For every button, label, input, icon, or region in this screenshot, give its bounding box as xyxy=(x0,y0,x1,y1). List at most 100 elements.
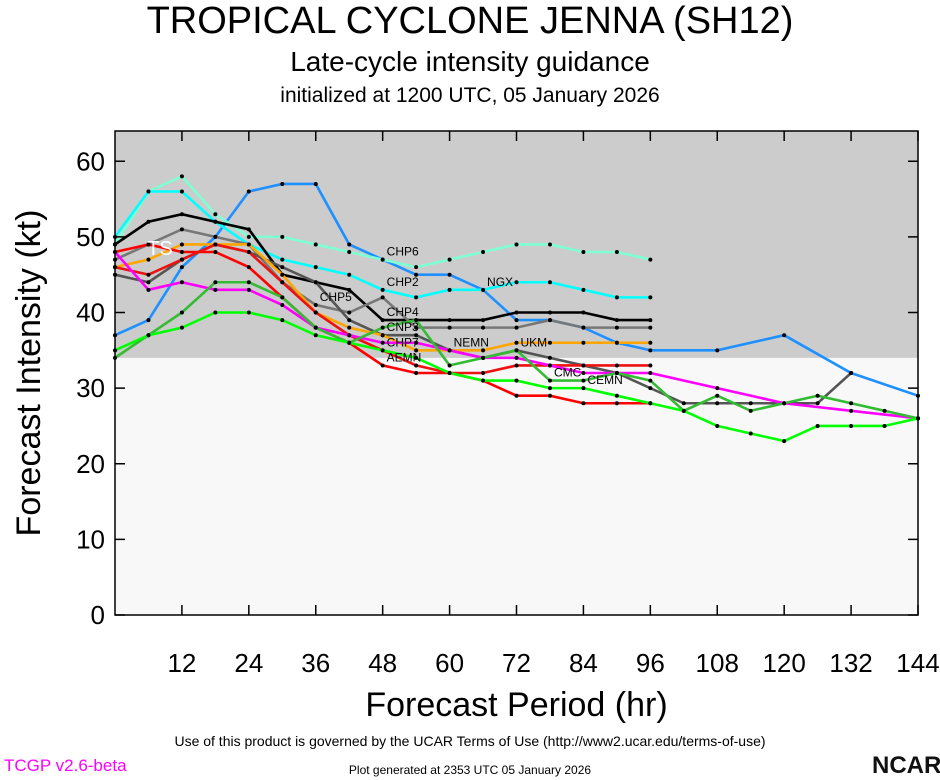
y-tick-label: 60 xyxy=(76,146,105,176)
chart-subtitle: Late-cycle intensity guidance xyxy=(290,46,650,77)
series-label: CHP7 xyxy=(387,335,419,349)
init-time: initialized at 1200 UTC, 05 January 2026 xyxy=(280,84,660,107)
data-point xyxy=(849,423,854,428)
version-label: TCGP v2.6-beta xyxy=(4,756,127,775)
data-point xyxy=(380,295,385,300)
data-point xyxy=(146,242,151,247)
data-point xyxy=(447,318,452,323)
data-point xyxy=(313,265,318,270)
data-point xyxy=(414,371,419,375)
data-point xyxy=(146,333,151,338)
data-point xyxy=(748,401,753,406)
series-lines xyxy=(113,174,920,444)
data-point xyxy=(715,348,720,353)
data-point xyxy=(213,310,218,315)
data-point xyxy=(246,189,251,194)
y-tick-label: 10 xyxy=(76,524,105,554)
data-point xyxy=(815,423,820,428)
data-point xyxy=(179,325,184,330)
data-point xyxy=(715,386,720,391)
x-tick-label: 12 xyxy=(167,648,196,678)
data-point xyxy=(414,340,419,345)
data-point xyxy=(146,318,151,323)
x-axis-title: Forecast Period (hr) xyxy=(365,686,667,724)
data-point xyxy=(614,318,619,323)
data-point xyxy=(313,242,318,247)
y-tick-label: 20 xyxy=(76,449,105,479)
series-label: CNP3 xyxy=(387,320,419,334)
data-point xyxy=(280,257,285,262)
data-point xyxy=(514,393,519,398)
data-point xyxy=(481,355,486,360)
data-point xyxy=(547,393,552,398)
data-point xyxy=(179,280,184,285)
data-point xyxy=(514,242,519,247)
x-tick-label: 48 xyxy=(368,648,397,678)
data-point xyxy=(347,242,352,247)
x-tick-label: 72 xyxy=(502,648,531,678)
series-label: CHP5 xyxy=(320,290,352,304)
data-point xyxy=(514,340,519,345)
data-point xyxy=(849,408,854,413)
data-point xyxy=(514,363,519,368)
data-point xyxy=(414,295,419,300)
data-point xyxy=(815,393,820,398)
data-point xyxy=(380,257,385,262)
data-point xyxy=(715,423,720,428)
series-label: CHP4 xyxy=(387,305,419,319)
data-point xyxy=(782,333,787,338)
data-point xyxy=(514,355,519,360)
data-point xyxy=(748,408,753,413)
data-point xyxy=(246,234,251,239)
data-point xyxy=(347,333,352,338)
data-point xyxy=(481,371,486,375)
data-point xyxy=(547,340,552,345)
data-point xyxy=(213,234,218,239)
y-tick-label: 40 xyxy=(76,298,105,328)
data-point xyxy=(648,295,653,300)
data-point xyxy=(581,325,586,330)
data-point xyxy=(347,287,352,292)
data-point xyxy=(581,401,586,406)
data-point xyxy=(380,333,385,338)
data-point xyxy=(581,250,586,254)
data-point xyxy=(614,393,619,398)
data-point xyxy=(481,325,486,330)
data-point xyxy=(715,393,720,398)
data-point xyxy=(782,439,787,444)
data-point xyxy=(514,378,519,383)
data-point xyxy=(347,310,352,315)
data-point xyxy=(246,250,251,254)
data-point xyxy=(614,371,619,375)
data-point xyxy=(614,363,619,368)
data-point xyxy=(815,401,820,406)
data-point xyxy=(213,287,218,292)
data-point xyxy=(547,355,552,360)
data-point xyxy=(380,287,385,292)
data-point xyxy=(280,181,285,186)
data-point xyxy=(347,272,352,277)
terms-text: Use of this product is governed by the U… xyxy=(174,733,766,749)
data-point xyxy=(648,257,653,262)
data-point xyxy=(481,378,486,383)
data-point xyxy=(414,355,419,360)
data-point xyxy=(246,242,251,247)
data-point xyxy=(782,401,787,406)
series-label: CHP2 xyxy=(387,275,419,289)
data-point xyxy=(146,219,151,224)
data-point xyxy=(179,242,184,247)
data-point xyxy=(414,333,419,338)
data-point xyxy=(481,318,486,323)
data-point xyxy=(648,378,653,383)
data-point xyxy=(447,325,452,330)
data-point xyxy=(681,408,686,413)
data-point xyxy=(547,242,552,247)
data-point xyxy=(447,348,452,353)
data-point xyxy=(246,227,251,232)
data-point xyxy=(213,212,218,217)
data-point xyxy=(246,310,251,315)
data-point xyxy=(179,265,184,270)
series-label: CMC xyxy=(554,366,582,380)
y-axis-title: Forecast Intensity (kt) xyxy=(10,210,48,537)
data-point xyxy=(681,401,686,406)
